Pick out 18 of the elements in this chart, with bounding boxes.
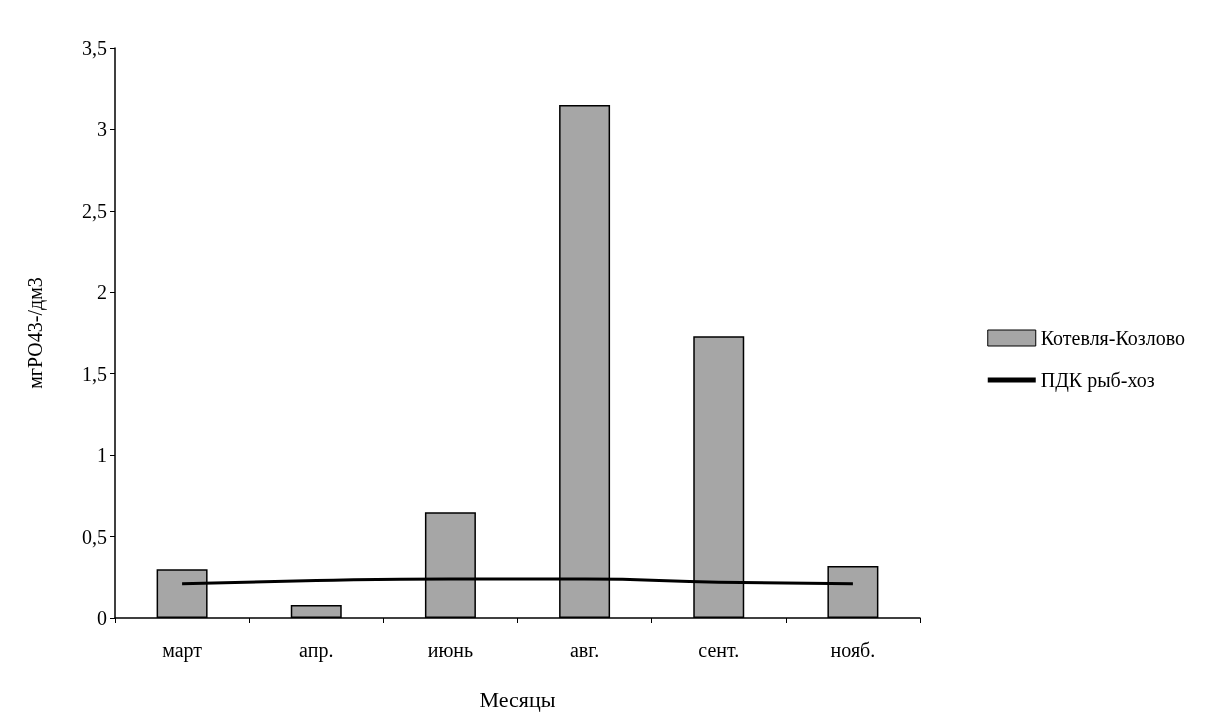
y-tick-label: 3 bbox=[97, 118, 107, 141]
x-tick-label: нояб. bbox=[830, 639, 876, 661]
legend-label: ПДК рыб-хоз bbox=[1040, 369, 1155, 392]
y-tick-label: 1 bbox=[97, 444, 107, 467]
y-tick-label: 2,5 bbox=[82, 199, 107, 222]
x-tick-label: сент. bbox=[698, 639, 740, 661]
x-axis-title: Месяцы bbox=[479, 686, 556, 712]
y-tick-label: 1,5 bbox=[82, 362, 107, 385]
y-axis-title: мгРО43-/дм3 bbox=[24, 277, 47, 389]
y-tick-label: 0,5 bbox=[82, 525, 107, 548]
y-tick-label: 0 bbox=[97, 607, 107, 629]
legend-label: Котевля-Козлово bbox=[1040, 327, 1185, 349]
x-tick-label: авг. bbox=[569, 639, 600, 661]
y-tick-label: 2 bbox=[97, 281, 107, 304]
y-tick-label: 3,5 bbox=[82, 37, 107, 59]
x-tick-label: июнь bbox=[427, 639, 474, 661]
x-tick-label: апр. bbox=[299, 639, 334, 662]
x-tick-label: март bbox=[162, 639, 203, 662]
